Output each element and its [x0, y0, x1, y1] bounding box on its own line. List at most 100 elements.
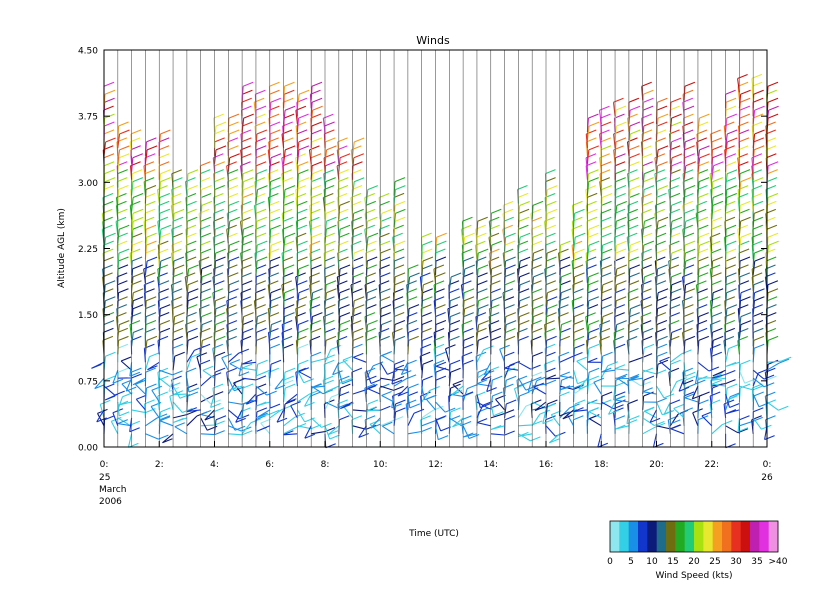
wind-barb	[738, 369, 755, 384]
wind-barb	[642, 169, 655, 188]
wind-barb	[725, 129, 738, 148]
wind-barb	[240, 137, 252, 156]
wind-barb	[338, 415, 350, 434]
wind-barb	[608, 401, 619, 415]
wind-barb	[548, 433, 561, 444]
wind-barb	[642, 417, 665, 427]
wind-barb	[144, 184, 157, 204]
wind-barb	[130, 129, 142, 148]
wind-barb	[434, 375, 447, 395]
colorbar-swatch	[628, 521, 639, 552]
wind-barb	[597, 433, 609, 448]
wind-barb	[382, 421, 395, 435]
wind-barb	[159, 369, 183, 376]
x-tick-label: 16:	[539, 460, 553, 470]
wind-barb	[752, 377, 775, 388]
wind-barb	[393, 256, 405, 276]
wind-barb	[601, 381, 626, 387]
wind-barb	[684, 393, 699, 403]
wind-barb	[241, 232, 254, 252]
wind-barb	[327, 425, 340, 436]
wind-barb	[642, 369, 667, 375]
colorbar-label: 0	[607, 557, 613, 567]
wind-barb	[434, 288, 445, 307]
wind-barb	[434, 425, 449, 441]
wind-barb	[296, 409, 315, 423]
wind-barb	[370, 417, 381, 429]
wind-barb	[628, 353, 653, 363]
wind-barb	[185, 240, 197, 260]
wind-barb	[517, 232, 531, 252]
wind-barb	[200, 372, 222, 387]
wind-barb	[724, 327, 736, 347]
wind-barb	[99, 399, 111, 419]
wind-barb	[490, 409, 515, 419]
wind-barb	[202, 365, 215, 379]
wind-barb	[120, 356, 132, 371]
wind-barb	[766, 356, 792, 363]
wind-barb	[559, 320, 572, 339]
wind-barb	[738, 137, 750, 156]
wind-barb	[475, 232, 487, 252]
wind-barb	[296, 208, 308, 228]
wind-barb	[462, 359, 474, 379]
wind-barb	[421, 280, 434, 299]
wind-barb	[462, 384, 478, 403]
wind-barb	[586, 224, 600, 244]
wind-barb	[655, 335, 668, 355]
wind-barb	[135, 394, 147, 411]
wind-barb	[129, 417, 140, 433]
wind-barb	[255, 256, 268, 276]
wind-barb	[712, 369, 726, 377]
wind-barb	[337, 240, 349, 260]
wind-barb	[752, 113, 764, 133]
wind-barb	[296, 177, 310, 196]
wind-barb	[614, 248, 627, 268]
start-date-line: 2006	[99, 497, 122, 507]
wind-barb	[144, 296, 157, 315]
wind-barb	[407, 272, 420, 291]
wind-barb	[255, 272, 267, 291]
wind-barb	[738, 272, 751, 291]
wind-barb	[172, 410, 197, 419]
wind-barb	[655, 288, 669, 307]
wind-barb	[752, 208, 765, 228]
wind-barb	[352, 248, 365, 268]
wind-barb	[545, 425, 566, 437]
wind-barb	[110, 416, 122, 435]
wind-barb	[298, 367, 312, 379]
wind-barb	[421, 256, 434, 276]
wind-barb	[269, 394, 281, 409]
wind-barb	[221, 353, 232, 371]
wind-barb	[614, 105, 627, 125]
wind-barb	[615, 424, 630, 430]
wind-barb	[614, 415, 626, 434]
wind-barb	[269, 343, 281, 363]
wind-barb	[145, 433, 169, 440]
wind-barb	[534, 401, 547, 412]
wind-barb	[200, 420, 225, 427]
wind-barb	[117, 256, 129, 276]
wind-barb	[131, 272, 144, 291]
colorbar-label: 5	[628, 557, 634, 567]
wind-barb	[600, 312, 614, 331]
wind-barb	[752, 391, 764, 410]
wind-barb	[338, 224, 351, 244]
wind-barb	[407, 335, 419, 355]
colorbar-label: 30	[730, 557, 742, 567]
wind-barb	[304, 393, 315, 407]
wind-barb	[504, 399, 517, 418]
wind-barb	[518, 431, 533, 437]
wind-barb	[365, 361, 384, 379]
wind-barb	[117, 419, 132, 427]
wind-barb	[600, 280, 614, 299]
wind-barb	[173, 417, 188, 423]
wind-barb	[174, 422, 188, 435]
wind-barb	[144, 200, 156, 220]
wind-barb	[186, 335, 199, 355]
colorbar-swatch	[666, 521, 676, 552]
wind-barb	[102, 200, 114, 220]
x-tick-label: 18:	[594, 460, 608, 470]
wind-barb	[393, 364, 408, 371]
wind-barb	[766, 296, 778, 315]
